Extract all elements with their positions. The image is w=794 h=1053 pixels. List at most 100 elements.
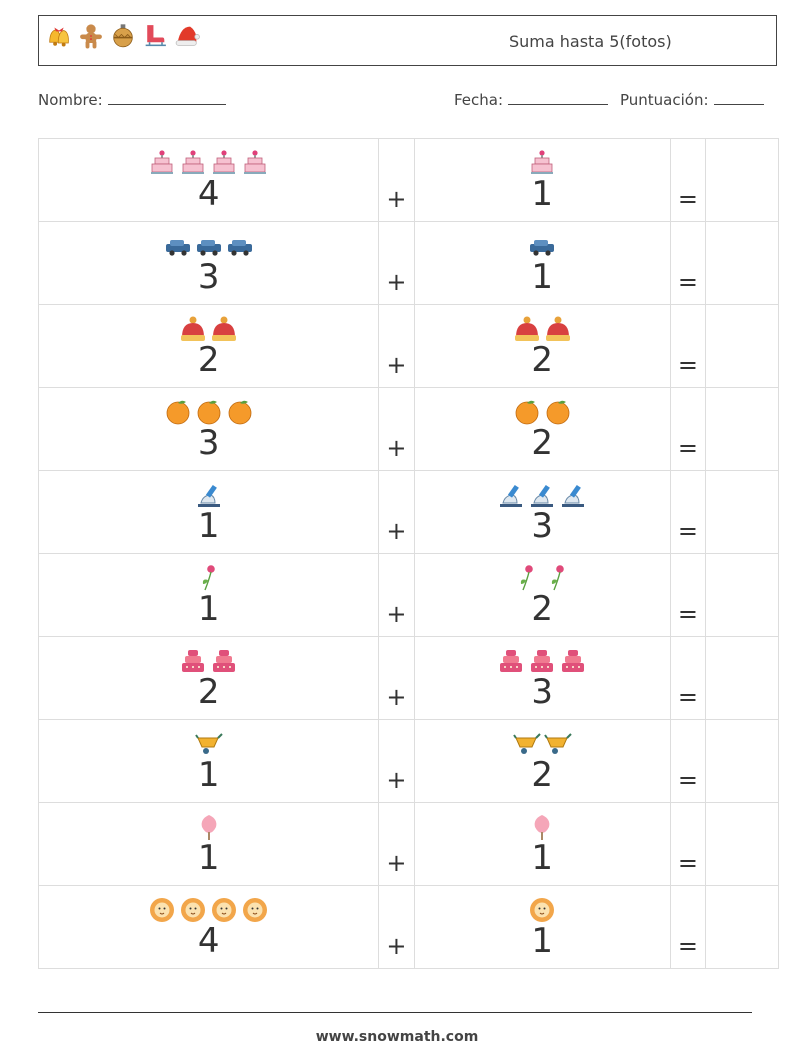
plus-sign: + — [378, 470, 415, 554]
header-icons — [45, 22, 201, 50]
first-addend-number: 1 — [197, 838, 220, 878]
orange-icon — [166, 400, 190, 425]
rose-icon — [520, 565, 533, 591]
car-icon — [196, 240, 221, 256]
first-addend-number: 3 — [197, 423, 220, 463]
plus-sign: + — [378, 802, 415, 886]
second-addend-number: 3 — [531, 672, 553, 712]
first-addend-cell: 3 — [37, 387, 380, 471]
answer-cell[interactable] — [704, 802, 780, 886]
problem-row: 4 +1 = — [37, 885, 780, 969]
cotton-candy-icon — [201, 815, 217, 840]
microscope-icon — [500, 484, 523, 507]
equals-sign: = — [669, 304, 706, 388]
name-blank[interactable] — [107, 90, 226, 105]
first-addend-cell: 4 — [37, 138, 380, 222]
name-field[interactable]: Nombre: — [38, 90, 226, 109]
rose-icon — [202, 565, 215, 591]
gingerbread-icon — [80, 24, 102, 49]
orange-icon — [197, 400, 221, 425]
first-addend-cell: 2 — [37, 304, 380, 388]
answer-cell[interactable] — [704, 636, 780, 720]
car-icon — [530, 240, 555, 256]
counting-pictures — [415, 149, 670, 177]
second-addend-cell: 3 — [413, 636, 671, 720]
counting-pictures — [39, 813, 378, 841]
answer-cell[interactable] — [704, 719, 780, 803]
layer-cake-icon — [500, 650, 523, 672]
problems-table: 4 +1 = 3 +1 = 2 +2 = 3 +2 = 1 +3 = 1 +2 = 2 +3 = 1 +2 = 1 +1 = 4 +1 = — [37, 138, 780, 969]
second-addend-cell: 1 — [413, 802, 671, 886]
plus-sign: + — [378, 387, 415, 471]
first-addend-number: 4 — [197, 921, 220, 961]
first-addend-number: 2 — [197, 340, 220, 380]
ice-skate-icon — [145, 25, 166, 47]
lion-icon — [181, 898, 206, 922]
lion-icon — [530, 898, 555, 922]
score-blank[interactable] — [713, 90, 764, 105]
rose-icon — [551, 565, 564, 591]
equals-sign: = — [669, 138, 706, 222]
score-field[interactable]: Puntuación: — [620, 90, 764, 109]
layer-cake-icon — [562, 650, 585, 672]
first-addend-cell: 1 — [37, 802, 380, 886]
date-blank[interactable] — [508, 90, 609, 105]
second-addend-cell: 2 — [413, 387, 671, 471]
layer-cake-icon — [213, 650, 236, 672]
counting-pictures — [415, 730, 670, 758]
answer-cell[interactable] — [704, 470, 780, 554]
microscope-icon — [197, 484, 220, 507]
first-addend-number: 2 — [197, 672, 220, 712]
problem-row: 2 +2 = — [37, 304, 780, 388]
answer-cell[interactable] — [704, 221, 780, 305]
equals-sign: = — [669, 636, 706, 720]
wheelbarrow-icon — [194, 733, 223, 754]
equals-sign: = — [669, 802, 706, 886]
first-addend-cell: 2 — [37, 636, 380, 720]
first-addend-cell: 4 — [37, 885, 380, 969]
first-addend-number: 1 — [197, 589, 220, 629]
score-label: Puntuación: — [620, 91, 709, 109]
wheelbarrow-icon — [543, 733, 572, 754]
second-addend-cell: 3 — [413, 470, 671, 554]
first-addend-cell: 1 — [37, 553, 380, 637]
date-field[interactable]: Fecha: — [454, 90, 609, 109]
first-addend-number: 1 — [197, 755, 220, 795]
second-addend-cell: 1 — [413, 221, 671, 305]
answer-cell[interactable] — [704, 885, 780, 969]
second-addend-cell: 1 — [413, 138, 671, 222]
counting-pictures — [39, 398, 378, 426]
car-icon — [227, 240, 252, 256]
worksheet-header: Suma hasta 5(fotos) — [38, 15, 777, 66]
problem-row: 3 +1 = — [37, 221, 780, 305]
plus-sign: + — [378, 138, 415, 222]
answer-cell[interactable] — [704, 138, 780, 222]
plus-sign: + — [378, 221, 415, 305]
counting-pictures — [39, 315, 378, 343]
second-addend-number: 1 — [531, 257, 553, 297]
first-addend-number: 1 — [197, 506, 220, 546]
lion-icon — [150, 898, 175, 922]
footer-url: www.snowmath.com — [315, 1029, 479, 1045]
student-fields: Nombre: Fecha: Puntuación: — [38, 90, 777, 118]
counting-pictures — [415, 232, 670, 260]
answer-cell[interactable] — [704, 304, 780, 388]
cake-icon — [531, 150, 554, 174]
equals-sign: = — [669, 553, 706, 637]
lion-icon — [243, 898, 268, 922]
winter-hat-icon — [181, 316, 206, 341]
counting-pictures — [39, 232, 378, 260]
second-addend-cell: 2 — [413, 719, 671, 803]
second-addend-number: 1 — [531, 174, 553, 214]
problem-row: 1 +2 = — [37, 553, 780, 637]
answer-cell[interactable] — [704, 387, 780, 471]
problem-row: 4 +1 = — [37, 138, 780, 222]
worksheet-title: Suma hasta 5(fotos) — [509, 32, 672, 51]
equals-sign: = — [669, 885, 706, 969]
second-addend-cell: 2 — [413, 553, 671, 637]
answer-cell[interactable] — [704, 553, 780, 637]
santa-hat-icon — [175, 26, 200, 46]
first-addend-cell: 1 — [37, 719, 380, 803]
counting-pictures — [415, 564, 670, 592]
cake-icon — [182, 150, 205, 174]
